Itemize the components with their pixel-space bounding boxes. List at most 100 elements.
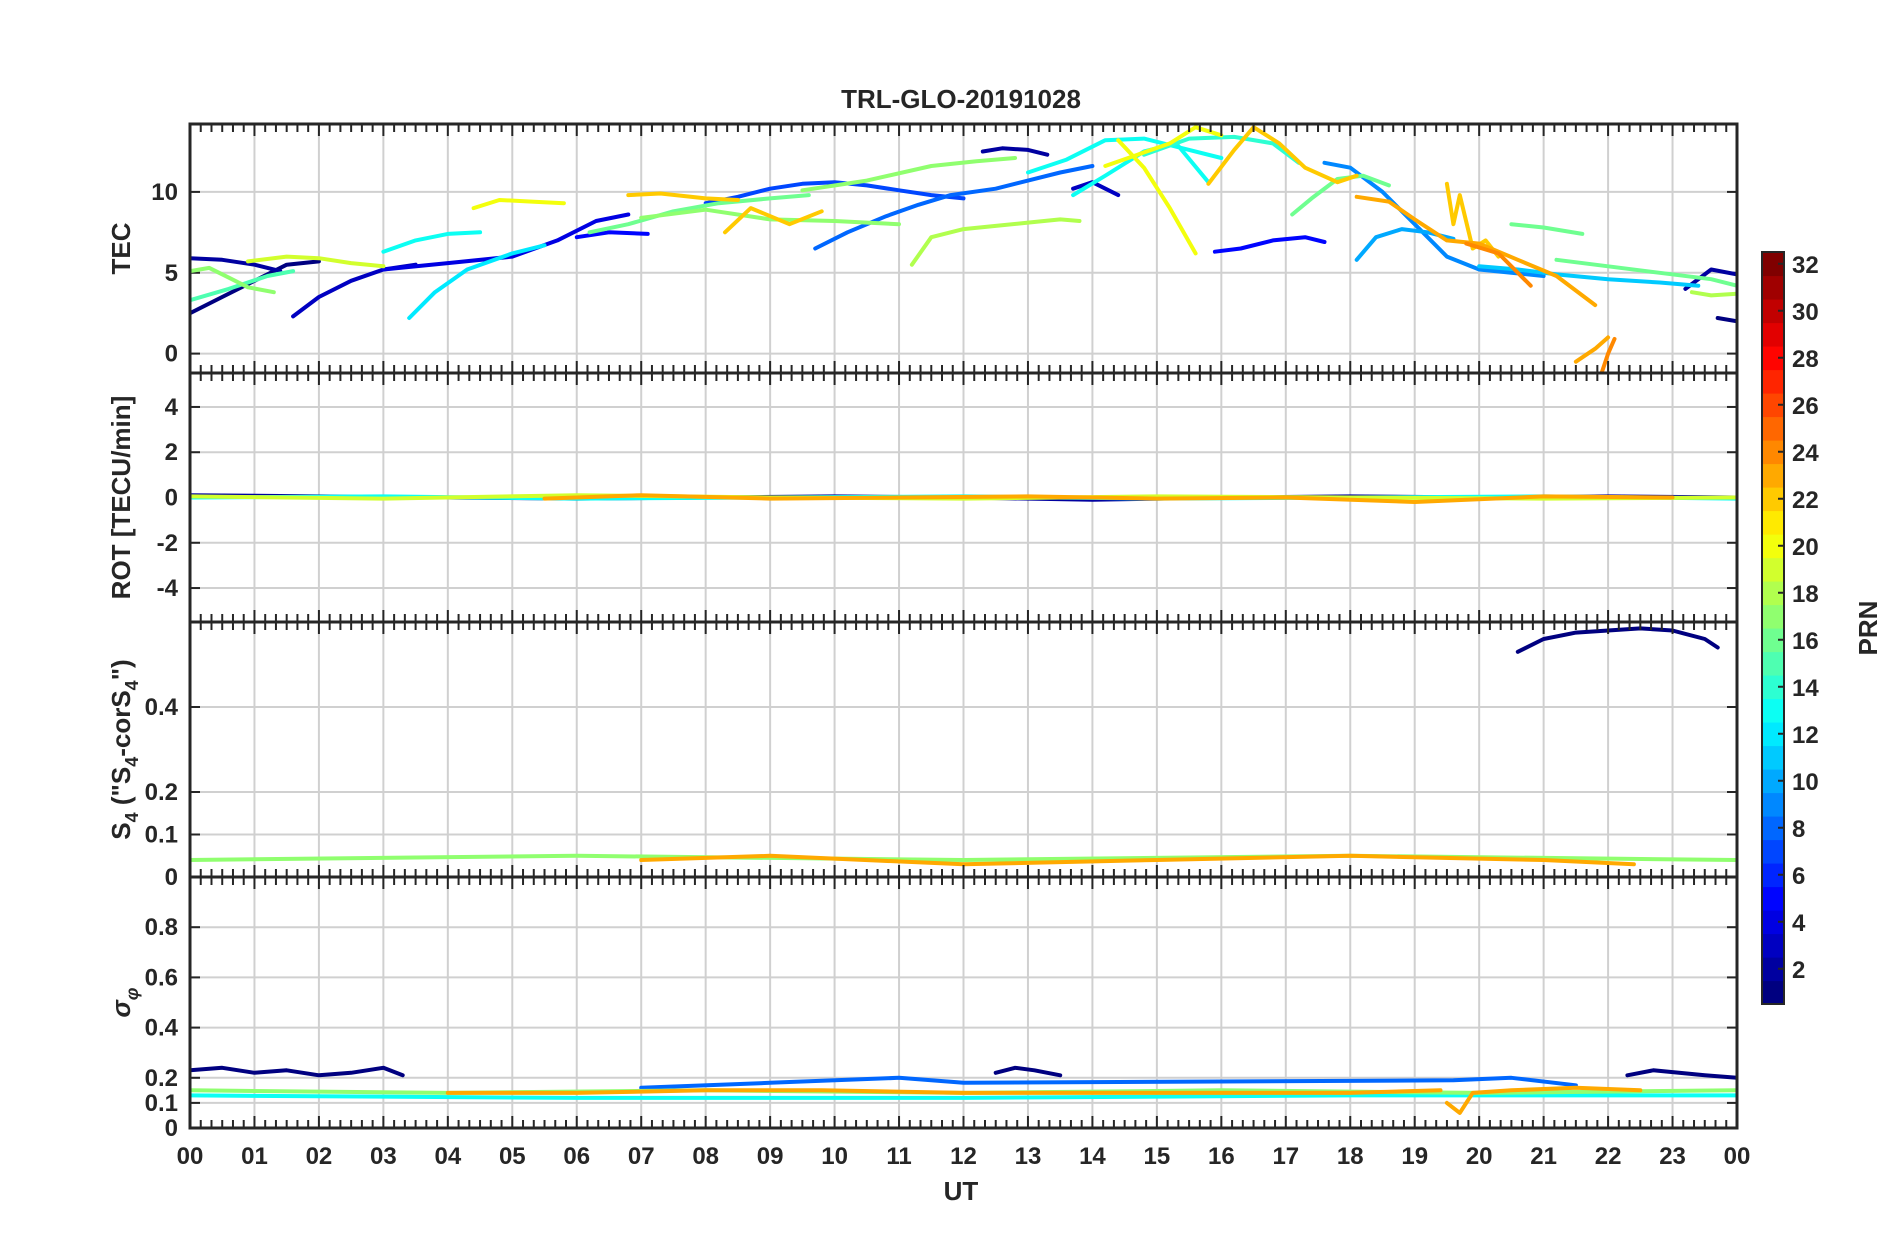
series-line-prn-22: [626, 191, 740, 202]
x-tick-label: 01: [241, 1143, 268, 1170]
colorbar-tick-label: 32: [1792, 252, 1819, 279]
x-tick-label: 16: [1208, 1143, 1235, 1170]
series-line-prn-16: [1290, 173, 1391, 217]
x-tick-label: 12: [950, 1143, 977, 1170]
panel-4-y-label: σφ: [106, 987, 142, 1017]
colorbar-tick-label: 22: [1792, 487, 1819, 514]
y-tick-label: 0.1: [145, 1090, 178, 1117]
y-tick-label: -2: [157, 530, 178, 557]
panel-3-series: [190, 626, 1737, 867]
colorbar-segment: [1762, 604, 1784, 629]
x-tick-label: 23: [1659, 1143, 1686, 1170]
y-tick-label: 0.2: [145, 779, 178, 806]
series-line-prn-20: [471, 198, 566, 211]
series-line-prn-1: [993, 1065, 1063, 1078]
x-tick-label: 08: [692, 1143, 719, 1170]
series-line-prn-23: [1573, 335, 1611, 364]
x-tick-label: 20: [1466, 1143, 1493, 1170]
series-line-prn-13: [1026, 136, 1224, 175]
colorbar-label: PRN: [1853, 601, 1883, 656]
colorbar-tick-label: 20: [1792, 534, 1819, 561]
colorbar-segment: [1762, 839, 1784, 864]
x-axis: 00 01 02 03 04 05 06 07 08 09 10 11 12 13 14 15 16 17 18 19…: [177, 1143, 1751, 1170]
series-line-prn-19: [246, 254, 386, 269]
x-tick-label: 00: [1724, 1143, 1751, 1170]
series-line-prn-23: [445, 1088, 1443, 1095]
colorbar-segment: [1762, 369, 1784, 394]
colorbar-segment: [1762, 393, 1784, 418]
colorbar-segment: [1762, 651, 1784, 676]
series-line-prn-12: [407, 243, 547, 320]
colorbar-segment: [1762, 440, 1784, 465]
x-tick-label: 02: [306, 1143, 333, 1170]
series-line-prn-7: [703, 180, 966, 206]
series-line-prn-17: [639, 207, 901, 227]
x-tick-label: 15: [1144, 1143, 1171, 1170]
colorbar-tick-label: 2: [1792, 957, 1805, 984]
y-tick-label: 0: [165, 1115, 178, 1142]
colorbar-segment: [1762, 346, 1784, 371]
series-line-prn-17: [190, 265, 276, 295]
series-line-prn-1: [1715, 316, 1737, 324]
series-line-prn-16: [1554, 257, 1737, 288]
y-tick-label: -4: [157, 575, 179, 602]
panel-4: 00.10.2 0.4 0.6 0.8 σφ: [106, 875, 1739, 1142]
panel-3-y-label: S4 ("S4-corS4"): [106, 659, 142, 839]
colorbar-tick-label: 10: [1792, 769, 1819, 796]
series-line-prn-5: [574, 230, 650, 240]
colorbar-segment: [1762, 534, 1784, 559]
x-tick-label: 14: [1079, 1143, 1106, 1170]
colorbar-segment: [1762, 252, 1784, 277]
colorbar-segment: [1762, 957, 1784, 982]
colorbar-segment: [1762, 792, 1784, 817]
series-line-prn-13: [381, 230, 483, 254]
colorbar-tick-label: 4: [1792, 910, 1806, 937]
y-tick-label: 0: [165, 341, 178, 368]
series-line-prn-16: [587, 193, 811, 235]
series-line-prn-22: [1444, 181, 1501, 259]
panel-4-series: [190, 1065, 1737, 1115]
colorbar-segment: [1762, 722, 1784, 747]
series-line-prn-1: [1625, 1068, 1737, 1080]
x-tick-label: 03: [370, 1143, 397, 1170]
x-tick-label: 11: [886, 1143, 911, 1170]
colorbar-segment: [1762, 980, 1784, 1005]
colorbar-segment: [1762, 910, 1784, 935]
y-tick-label: 0.1: [145, 822, 178, 849]
series-line-prn-8: [813, 164, 1095, 251]
x-tick-label: 13: [1015, 1143, 1042, 1170]
x-tick-label: 10: [821, 1143, 848, 1170]
colorbar-segment: [1762, 698, 1784, 723]
x-tick-label: 04: [434, 1143, 461, 1170]
series-line-prn-2: [1683, 267, 1737, 291]
y-tick-label: 10: [151, 179, 178, 206]
series-line-prn-16: [1509, 222, 1585, 236]
series-line-prn-1: [190, 1065, 405, 1078]
x-tick-label: 21: [1530, 1143, 1557, 1170]
panel-2-series: [190, 493, 1737, 504]
colorbar-tick-label: 30: [1792, 299, 1819, 326]
series-line-prn-5: [1212, 235, 1327, 254]
y-tick-label: 0.8: [145, 914, 178, 941]
series-line-prn-23: [1444, 1085, 1643, 1115]
colorbar-tick-label: 6: [1792, 863, 1805, 890]
series-line-prn-18: [1689, 290, 1737, 298]
colorbar-segment: [1762, 510, 1784, 535]
colorbar-segment: [1762, 769, 1784, 794]
x-tick-label: 22: [1595, 1143, 1622, 1170]
colorbar-frame: [1761, 251, 1785, 1005]
colorbar-segment: [1762, 299, 1784, 324]
series-line-prn-23: [542, 493, 1675, 504]
y-tick-label: 0.6: [145, 964, 178, 991]
colorbar-tick-label: 8: [1792, 816, 1805, 843]
colorbar-tick-label: 18: [1792, 581, 1819, 608]
y-tick-label: 0.4: [145, 1015, 179, 1042]
y-tick-label: 0.4: [145, 694, 179, 721]
colorbar-segment: [1762, 933, 1784, 958]
colorbar-segment: [1762, 863, 1784, 888]
chart-title: TRL-GLO-20191028: [841, 84, 1081, 114]
series-line-prn-24: [1464, 241, 1533, 288]
